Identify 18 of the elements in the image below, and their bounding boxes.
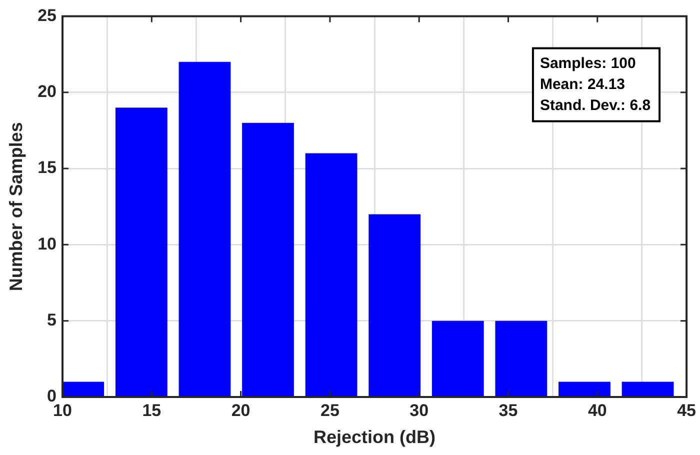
x-tick-label: 40 — [588, 400, 607, 420]
x-tick-label: 25 — [320, 400, 340, 420]
y-tick-label: 5 — [47, 310, 57, 330]
annotation: Stand. Dev.: 6.8 — [540, 96, 651, 114]
x-tick-label: 30 — [410, 400, 429, 420]
x-tick-label: 20 — [231, 400, 250, 420]
annotation: Mean: 24.13 — [540, 76, 626, 93]
x-tick-label: 15 — [142, 400, 162, 420]
y-tick-label: 0 — [47, 386, 57, 406]
y-tick-label: 10 — [38, 234, 57, 254]
y-tick-label: 15 — [38, 158, 57, 178]
y-axis-title: Number of Samples — [6, 122, 26, 292]
y-tick-label: 25 — [38, 6, 57, 25]
y-tick-label: 20 — [38, 82, 57, 102]
annotation: Samples: 100 — [540, 54, 636, 72]
x-axis-title: Rejection (dB) — [314, 427, 436, 448]
x-tick-label: 35 — [498, 400, 518, 420]
x-tick-label: 45 — [677, 400, 696, 420]
